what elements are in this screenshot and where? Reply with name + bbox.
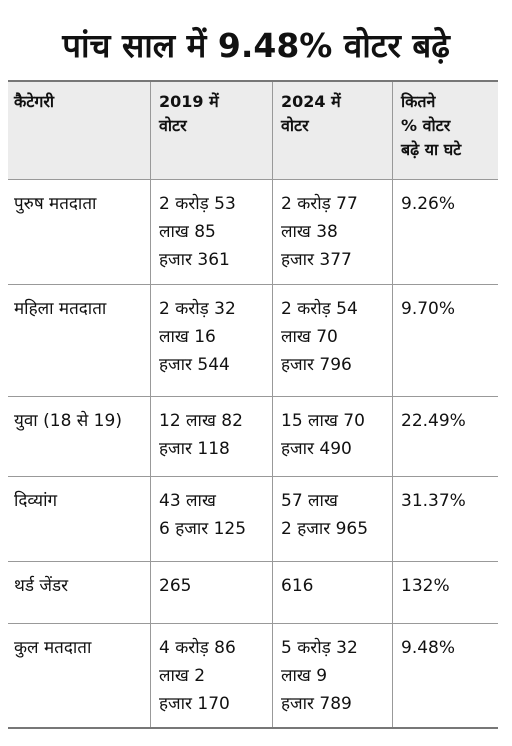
cell-line: 15 लाख 70 <box>281 411 365 431</box>
cell-line: युवा (18 से 19) <box>14 411 122 431</box>
table-cell: युवा (18 से 19) <box>8 397 150 476</box>
cell-line: कुल मतदाता <box>14 638 92 658</box>
cell-line: 43 लाख <box>159 491 216 511</box>
table-cell: 15 लाख 70 हजार 490 <box>272 397 392 476</box>
table-cell: दिव्यांग <box>8 477 150 561</box>
cell-line: 6 हजार 125 <box>159 519 247 539</box>
cell-line: लाख 9 <box>281 666 328 686</box>
cell-line: 57 लाख <box>281 491 338 511</box>
cell-line: हजार 118 <box>159 439 230 459</box>
table-cell: 57 लाख 2 हजार 965 <box>272 477 392 561</box>
table-cell: पुरुष मतदाता <box>8 180 150 284</box>
cell-line: हजार 170 <box>159 694 230 714</box>
table-cell: 2 करोड़ 32 लाख 16 हजार 544 <box>150 285 272 396</box>
table-row: दिव्यांग 43 लाख 6 हजार 125 57 लाख 2 हजार 965… <box>8 477 498 562</box>
header-cell: 2019 में वोटर <box>150 82 272 179</box>
cell-line: वोटर <box>281 116 309 135</box>
table-cell: 5 करोड़ 32 लाख 9 हजार 789 <box>272 624 392 727</box>
table-cell: 22.49% <box>392 397 498 476</box>
cell-line: थर्ड जेंडर <box>14 576 69 596</box>
cell-line: लाख 38 <box>281 222 338 242</box>
cell-line: 12 लाख 82 <box>159 411 243 431</box>
cell-line: 2 हजार 965 <box>281 519 369 539</box>
cell-line: हजार 796 <box>281 355 352 375</box>
cell-line: लाख 70 <box>281 327 338 347</box>
title: पांच साल में 9.48% वोटर बढ़े <box>62 26 450 65</box>
cell-line: दिव्यांग <box>14 491 58 511</box>
table-cell: महिला मतदाता <box>8 285 150 396</box>
table-cell: 12 लाख 82 हजार 118 <box>150 397 272 476</box>
cell-line: कैटेगरी <box>14 92 55 111</box>
cell-line: हजार 789 <box>281 694 352 714</box>
cell-line: 9.48% <box>401 638 456 658</box>
cell-line: बढ़े या घटे <box>401 140 462 159</box>
table-row: थर्ड जेंडर 265 616 132% <box>8 562 498 624</box>
table-cell: थर्ड जेंडर <box>8 562 150 623</box>
table-cell: 132% <box>392 562 498 623</box>
header-cell: कितने % वोटर बढ़े या घटे <box>392 82 498 179</box>
cell-line: 9.26% <box>401 194 456 214</box>
cell-line: हजार 544 <box>159 355 230 375</box>
header-cell: 2024 में वोटर <box>272 82 392 179</box>
cell-line: हजार 361 <box>159 250 230 270</box>
cell-line: 22.49% <box>401 411 466 431</box>
table-cell: 2 करोड़ 54 लाख 70 हजार 796 <box>272 285 392 396</box>
cell-line: 616 <box>281 576 314 596</box>
cell-line: 2 करोड़ 32 <box>159 299 236 319</box>
table-cell: 43 लाख 6 हजार 125 <box>150 477 272 561</box>
cell-line: 2 करोड़ 54 <box>281 299 358 319</box>
table-cell: 2 करोड़ 77 लाख 38 हजार 377 <box>272 180 392 284</box>
table-row: महिला मतदाता 2 करोड़ 32 लाख 16 हजार 544 2 कर… <box>8 285 498 397</box>
cell-line: 31.37% <box>401 491 466 511</box>
cell-line: लाख 2 <box>159 666 206 686</box>
cell-line: हजार 377 <box>281 250 352 270</box>
cell-line: % वोटर <box>401 116 451 135</box>
cell-line: पुरुष मतदाता <box>14 194 97 214</box>
table-cell: 9.48% <box>392 624 498 727</box>
cell-line: 2019 में <box>159 92 219 111</box>
table-cell: 9.26% <box>392 180 498 284</box>
table-cell: कुल मतदाता <box>8 624 150 727</box>
cell-line: हजार 490 <box>281 439 352 459</box>
table-cell: 265 <box>150 562 272 623</box>
cell-line: 5 करोड़ 32 <box>281 638 358 658</box>
cell-line: महिला मतदाता <box>14 299 107 319</box>
table-cell: 4 करोड़ 86 लाख 2 हजार 170 <box>150 624 272 727</box>
cell-line: 265 <box>159 576 192 596</box>
table-row: पुरुष मतदाता 2 करोड़ 53 लाख 85 हजार 361 2 कर… <box>8 180 498 285</box>
cell-line: 2024 में <box>281 92 341 111</box>
cell-line: वोटर <box>159 116 187 135</box>
cell-line: 2 करोड़ 77 <box>281 194 358 214</box>
cell-line: लाख 85 <box>159 222 216 242</box>
cell-line: 9.70% <box>401 299 456 319</box>
cell-line: 2 करोड़ 53 <box>159 194 236 214</box>
table: कैटेगरी 2019 में वोटर 2024 में वोटर कितने % वो… <box>8 80 498 729</box>
header-cell: कैटेगरी <box>8 82 150 179</box>
header-row: कैटेगरी 2019 में वोटर 2024 में वोटर कितने % वो… <box>8 82 498 180</box>
cell-line: लाख 16 <box>159 327 216 347</box>
table-row: युवा (18 से 19) 12 लाख 82 हजार 118 15 लाख 7… <box>8 397 498 477</box>
table-cell: 31.37% <box>392 477 498 561</box>
cell-line: 132% <box>401 576 450 596</box>
table-cell: 2 करोड़ 53 लाख 85 हजार 361 <box>150 180 272 284</box>
table-row: कुल मतदाता 4 करोड़ 86 लाख 2 हजार 170 5 करोड़… <box>8 624 498 727</box>
cell-line: कितने <box>401 92 436 111</box>
table-cell: 616 <box>272 562 392 623</box>
table-cell: 9.70% <box>392 285 498 396</box>
cell-line: 4 करोड़ 86 <box>159 638 236 658</box>
